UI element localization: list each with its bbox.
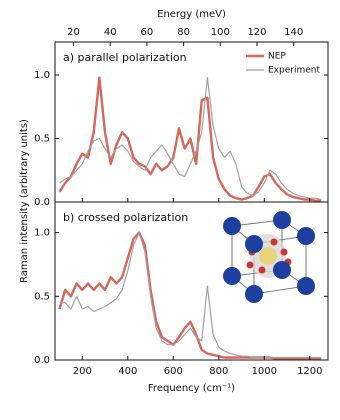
x-tick-label: 1000 xyxy=(252,366,277,377)
x-tick-label: 800 xyxy=(209,366,228,377)
crystal-inset xyxy=(223,211,315,303)
data-line xyxy=(58,76,322,202)
y-tick-label: 0.5 xyxy=(34,291,50,302)
x2-tick-label: 40 xyxy=(104,27,117,38)
y-tick-label: 0.0 xyxy=(34,355,50,366)
data-line xyxy=(59,232,322,359)
x-tick-label: 200 xyxy=(73,366,92,377)
data-line xyxy=(58,231,322,360)
panel-title: a) parallel polarization xyxy=(63,51,187,64)
x-tick-label: 600 xyxy=(164,366,183,377)
x-axis-label: Frequency (cm⁻¹) xyxy=(148,383,235,394)
x2-axis-label: Energy (meV) xyxy=(157,9,226,20)
y-tick-label: 0.0 xyxy=(34,197,50,208)
y-tick-label: 1.0 xyxy=(34,228,50,239)
panel-title: b) crossed polarization xyxy=(63,211,188,224)
plot-frame xyxy=(54,201,329,361)
x2-tick-label: 100 xyxy=(211,27,230,38)
x2-tick-label: 80 xyxy=(177,27,190,38)
x2-tick-label: 140 xyxy=(284,27,303,38)
y-tick-label: 0.5 xyxy=(34,134,50,145)
x-tick-label: 400 xyxy=(118,366,137,377)
x-tick-label: 1200 xyxy=(297,366,322,377)
x2-tick-label: 20 xyxy=(67,27,80,38)
data-line xyxy=(59,77,322,201)
legend-label: NEP xyxy=(268,52,286,62)
x2-tick-label: 120 xyxy=(247,27,266,38)
legend-label: Experiment xyxy=(268,66,320,76)
y-axis-label: Raman intensity (arbitrary units) xyxy=(19,119,30,283)
x2-tick-label: 60 xyxy=(141,27,154,38)
y-tick-label: 1.0 xyxy=(34,70,50,81)
